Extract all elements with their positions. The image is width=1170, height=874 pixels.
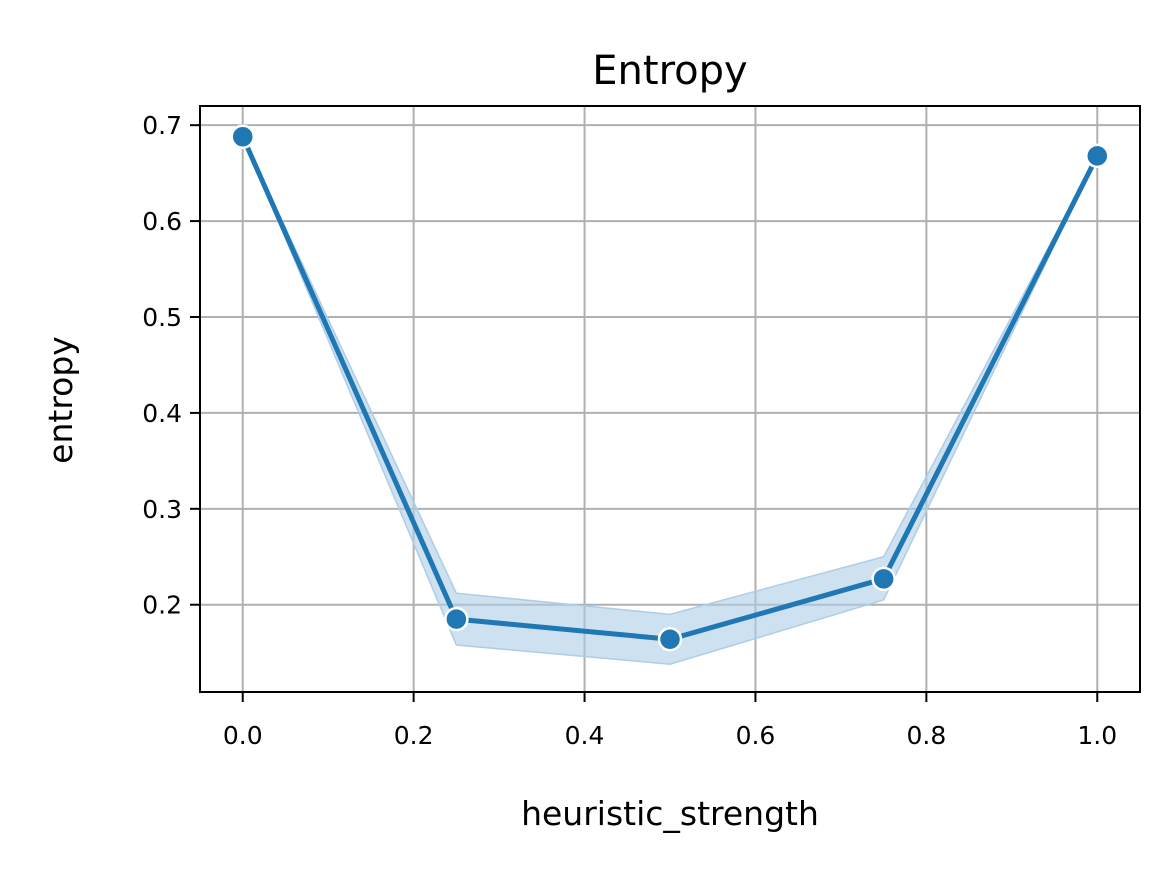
x-tick-label: 0.2: [394, 721, 434, 750]
series-line: [240, 134, 1100, 642]
y-tick-label: 0.6: [142, 207, 182, 236]
data-point: [444, 606, 469, 632]
chart-title: Entropy: [592, 48, 747, 94]
confidence-band-layer: [242, 136, 1098, 665]
x-tick-label: 0.8: [906, 721, 946, 750]
plot-frame: [199, 105, 1141, 693]
y-tick-label: 0.2: [142, 591, 182, 620]
y-tick-label: 0.7: [142, 111, 182, 140]
y-tick-label: 0.5: [142, 303, 182, 332]
data-point: [1085, 143, 1110, 169]
tick-layer: 0.0 0.2 0.4 0.6 0.8 1.0 0.2 0.3 0.4 0.5 0.6 0.7: [142, 111, 1117, 750]
y-axis-label: entropy: [41, 336, 80, 464]
data-point-layer: [230, 124, 1110, 652]
x-tick-label: 0.4: [565, 721, 605, 750]
data-point: [871, 566, 896, 592]
x-tick-label: 0.0: [223, 721, 263, 750]
x-axis-label: heuristic_strength: [521, 794, 819, 833]
data-point: [657, 627, 683, 652]
grid-layer: [200, 106, 1140, 692]
x-tick-label: 0.6: [736, 721, 776, 750]
x-tick-label: 1.0: [1077, 721, 1117, 750]
y-tick-label: 0.3: [142, 495, 182, 524]
series-line-layer: [240, 134, 1100, 642]
y-tick-label: 0.4: [142, 399, 182, 428]
data-point: [230, 124, 255, 149]
confidence-band: [242, 136, 1098, 665]
